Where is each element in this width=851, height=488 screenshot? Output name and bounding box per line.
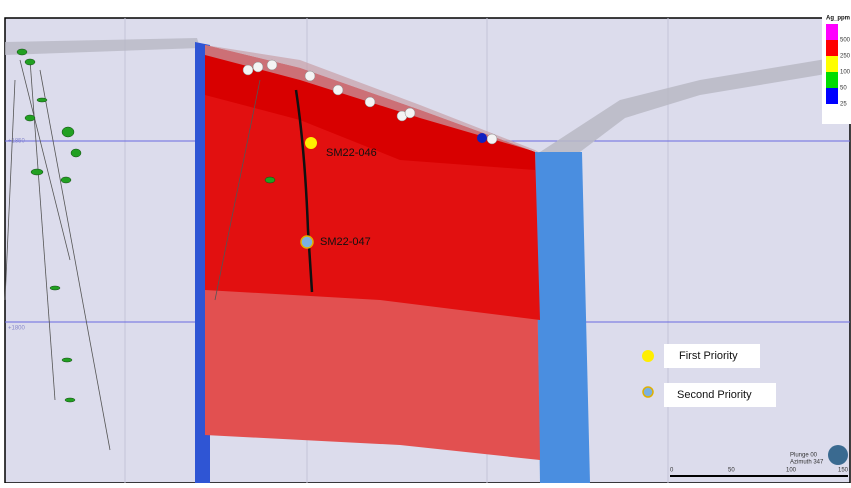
grade-swatch — [826, 56, 838, 72]
grade-level: 25 — [840, 102, 847, 108]
grade-level: 100 — [840, 70, 851, 76]
fault-slab — [535, 152, 590, 483]
grade-level: 500 — [840, 38, 851, 44]
legend-box — [664, 383, 776, 407]
grade-level: 250 — [840, 54, 851, 60]
target-first — [305, 137, 317, 149]
elevation-label: +1800 — [8, 326, 26, 332]
legend-label: First Priority — [679, 350, 738, 362]
scale-tick: 0 — [670, 468, 674, 474]
surface — [540, 55, 850, 152]
grade-level: 50 — [840, 86, 847, 92]
scale-tick: 100 — [786, 468, 797, 474]
grade-swatch — [826, 88, 838, 104]
legend-symbol — [642, 350, 654, 362]
drill-trace — [294, 89, 314, 293]
sample — [242, 59, 498, 145]
grade-legend-title: Ag_ppm — [826, 16, 850, 22]
legend-label: Second Priority — [677, 389, 752, 401]
legend-symbol — [642, 386, 654, 398]
target-second — [300, 235, 314, 249]
legend-box — [664, 344, 760, 368]
hole-label: SM22-047 — [320, 236, 371, 248]
elevation-label: +1850 — [8, 139, 26, 145]
surface — [5, 38, 200, 55]
grade-swatch — [826, 104, 838, 120]
grade-swatch — [826, 24, 838, 40]
sample — [477, 133, 487, 143]
grade-swatch — [826, 72, 838, 88]
azimuth: Azimuth 347 — [790, 460, 824, 466]
scale-tick: 50 — [728, 468, 735, 474]
drill-trace — [4, 59, 261, 451]
plunge: Plunge 00 — [790, 453, 818, 459]
scale-tick: 150 — [838, 468, 849, 474]
compass — [828, 445, 848, 465]
hole-label: SM22-046 — [326, 147, 377, 159]
grade-swatch — [826, 40, 838, 56]
sample — [16, 48, 276, 403]
